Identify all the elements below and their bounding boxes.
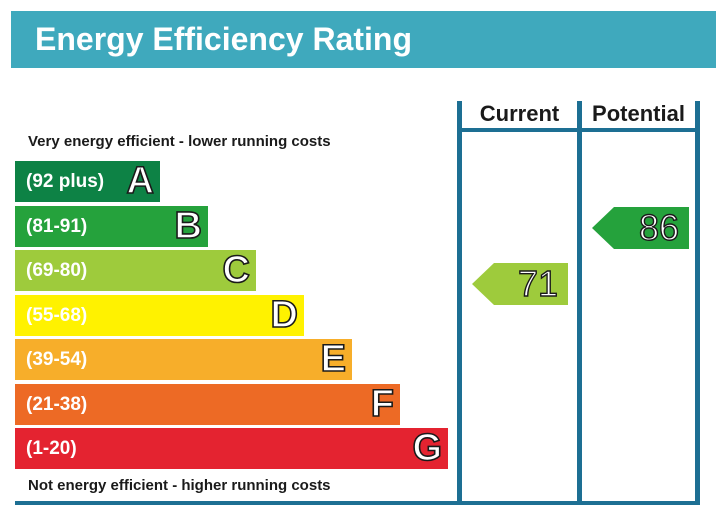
band-a: (92 plus) A [15,159,160,203]
band-g: (1-20) G [15,426,448,470]
chart-title: Energy Efficiency Rating [35,21,412,57]
band-f: (21-38) F [15,382,400,426]
band-range-label: (1-20) [26,438,77,459]
potential-rating-value: 86 [638,206,679,248]
divider-right [695,101,700,505]
potential-rating-arrow: 86 [592,206,689,249]
band-range-label: (39-54) [26,349,88,370]
band-letter: E [320,337,347,381]
band-range-label: (21-38) [26,394,88,415]
band-letter: B [174,204,203,248]
band-range-label: (81-91) [26,216,88,237]
current-rating-value: 71 [517,262,558,304]
divider-left [457,101,462,505]
header-underline [457,128,700,132]
band-letter: A [126,159,155,203]
band-d: (55-68) D [15,293,304,337]
band-e: (39-54) E [15,337,352,381]
current-column-header: Current [479,101,560,126]
band-range-label: (92 plus) [26,171,105,192]
bottom-note: Not energy efficient - higher running co… [28,477,331,494]
current-arrow-shape [472,263,568,305]
top-note: Very energy efficient - lower running co… [28,133,331,150]
divider-middle [577,101,582,505]
bottom-line [15,501,700,505]
potential-column-header: Potential [592,101,685,126]
band-letter: D [270,293,299,337]
band-letter: C [222,248,251,292]
band-c: (69-80) C [15,248,256,292]
band-letter: G [412,426,443,470]
band-b: (81-91) B [15,204,208,248]
band-range-label: (55-68) [26,305,88,326]
potential-arrow-shape [592,207,689,249]
band-letter: F [370,382,395,426]
current-rating-arrow: 71 [472,262,568,305]
band-range-label: (69-80) [26,260,88,281]
title-bar: Energy Efficiency Rating [11,11,716,68]
